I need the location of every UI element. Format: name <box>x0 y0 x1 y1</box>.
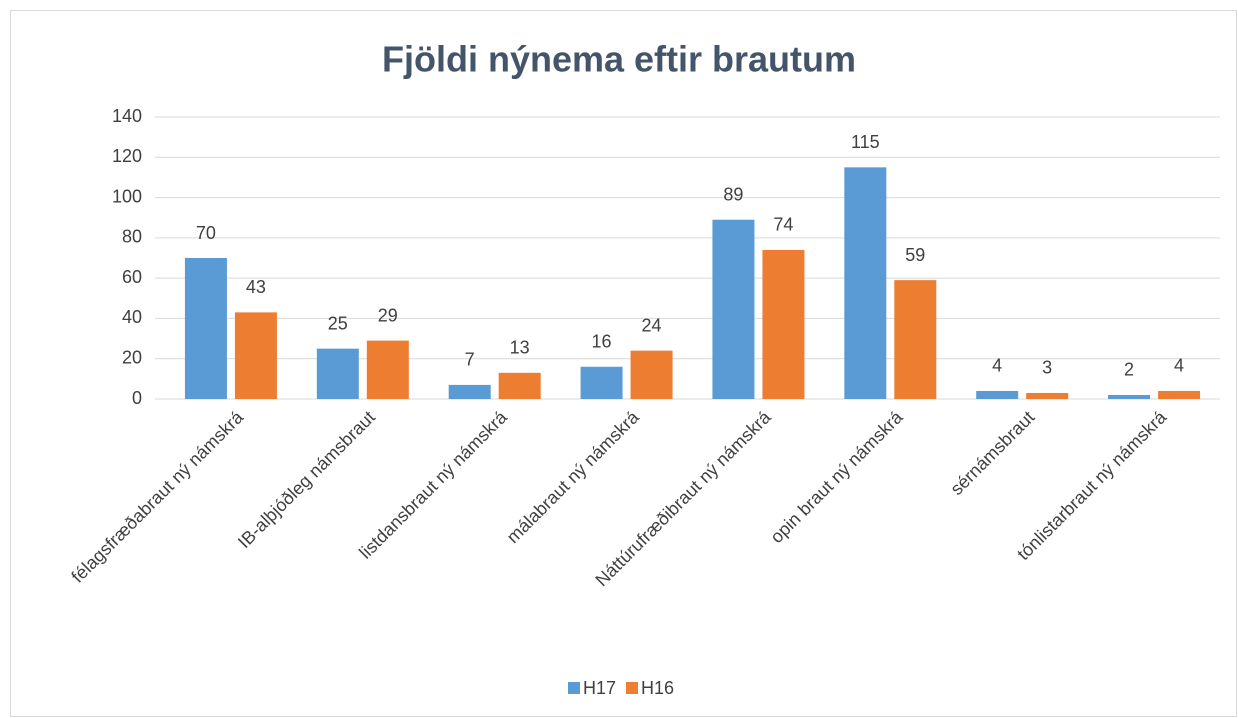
value-label: 74 <box>773 215 793 235</box>
y-tick-label: 0 <box>132 388 142 408</box>
value-label: 59 <box>905 245 925 265</box>
value-label: 29 <box>378 305 398 325</box>
y-tick-label: 120 <box>112 146 142 166</box>
y-tick-label: 40 <box>122 307 142 327</box>
value-label: 4 <box>1174 356 1184 376</box>
y-tick-label: 140 <box>112 106 142 126</box>
value-label: 25 <box>328 313 348 333</box>
bar <box>1108 394 1151 399</box>
legend-swatch <box>568 682 580 694</box>
legend-label: H16 <box>641 678 674 698</box>
value-label: 7 <box>465 350 475 370</box>
value-label: 89 <box>723 184 743 204</box>
bar <box>580 366 623 399</box>
value-label: 16 <box>592 332 612 352</box>
bar <box>184 258 227 399</box>
value-label: 3 <box>1042 358 1052 378</box>
bar <box>234 312 277 399</box>
bar <box>448 384 491 399</box>
value-label: 2 <box>1124 360 1134 380</box>
bar <box>976 390 1019 399</box>
value-label: 13 <box>510 338 530 358</box>
y-tick-label: 80 <box>122 227 142 247</box>
value-label: 70 <box>196 223 216 243</box>
bar <box>630 350 673 399</box>
bar <box>712 219 755 399</box>
value-label: 4 <box>992 356 1002 376</box>
y-tick-label: 100 <box>112 186 142 206</box>
legend-label: H17 <box>583 678 616 698</box>
chart-title: Fjöldi nýnema eftir brautum <box>382 39 856 80</box>
bar <box>762 249 805 399</box>
bar <box>498 372 541 399</box>
value-label: 43 <box>246 277 266 297</box>
y-tick-label: 20 <box>122 347 142 367</box>
bar <box>1026 392 1069 399</box>
bar <box>844 167 887 399</box>
y-tick-label: 60 <box>122 267 142 287</box>
value-label: 24 <box>642 315 662 335</box>
bar <box>1158 390 1201 399</box>
value-label: 115 <box>851 132 880 152</box>
bar <box>894 280 937 399</box>
bar <box>316 348 359 399</box>
bar <box>366 340 409 399</box>
legend-swatch <box>626 682 638 694</box>
